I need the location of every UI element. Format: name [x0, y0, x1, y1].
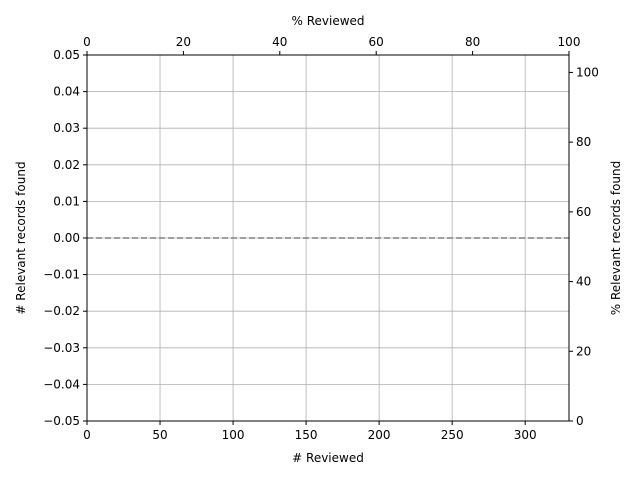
- y-tick-label: 0.03: [53, 121, 80, 135]
- y-tick-label: 0.05: [53, 48, 80, 62]
- y-tick-label: −0.05: [43, 414, 80, 428]
- x-tick-label: 200: [368, 428, 391, 442]
- y2-tick-label: 60: [576, 205, 591, 219]
- y-tick-label: 0.01: [53, 194, 80, 208]
- x-tick-label: 150: [295, 428, 318, 442]
- y-tick-label: −0.03: [43, 341, 80, 355]
- y-axis-title: # Relevant records found: [14, 161, 28, 314]
- y2-tick-label: 0: [576, 414, 584, 428]
- tick-layer: 0 50 100 150 200 250 300−0.05−0.04−0.03−0.02−0…: [43, 35, 599, 442]
- y2-axis-title: % Relevant records found: [609, 161, 623, 316]
- x2-tick-label: 80: [465, 35, 480, 49]
- y-tick-label: −0.01: [43, 268, 80, 282]
- x2-tick-label: 0: [83, 35, 91, 49]
- y-tick-label: 0.04: [53, 85, 80, 99]
- y-tick-label: 0.02: [53, 158, 80, 172]
- x-tick-label: 100: [222, 428, 245, 442]
- y2-tick-label: 20: [576, 344, 591, 358]
- x-tick-label: 50: [152, 428, 167, 442]
- y2-tick-label: 40: [576, 275, 591, 289]
- x-tick-label: 250: [441, 428, 464, 442]
- y2-tick-label: 80: [576, 135, 591, 149]
- y-tick-label: −0.02: [43, 304, 80, 318]
- y-tick-label: −0.04: [43, 377, 80, 391]
- x2-axis-title: % Reviewed: [291, 14, 364, 28]
- x-axis-title: # Reviewed: [292, 451, 364, 465]
- x2-tick-label: 100: [558, 35, 581, 49]
- x2-tick-label: 60: [369, 35, 384, 49]
- x2-tick-label: 40: [272, 35, 287, 49]
- x2-tick-label: 20: [176, 35, 191, 49]
- x-tick-label: 0: [83, 428, 91, 442]
- y2-tick-label: 100: [576, 65, 599, 79]
- x-tick-label: 300: [514, 428, 537, 442]
- y-tick-label: 0.00: [53, 231, 80, 245]
